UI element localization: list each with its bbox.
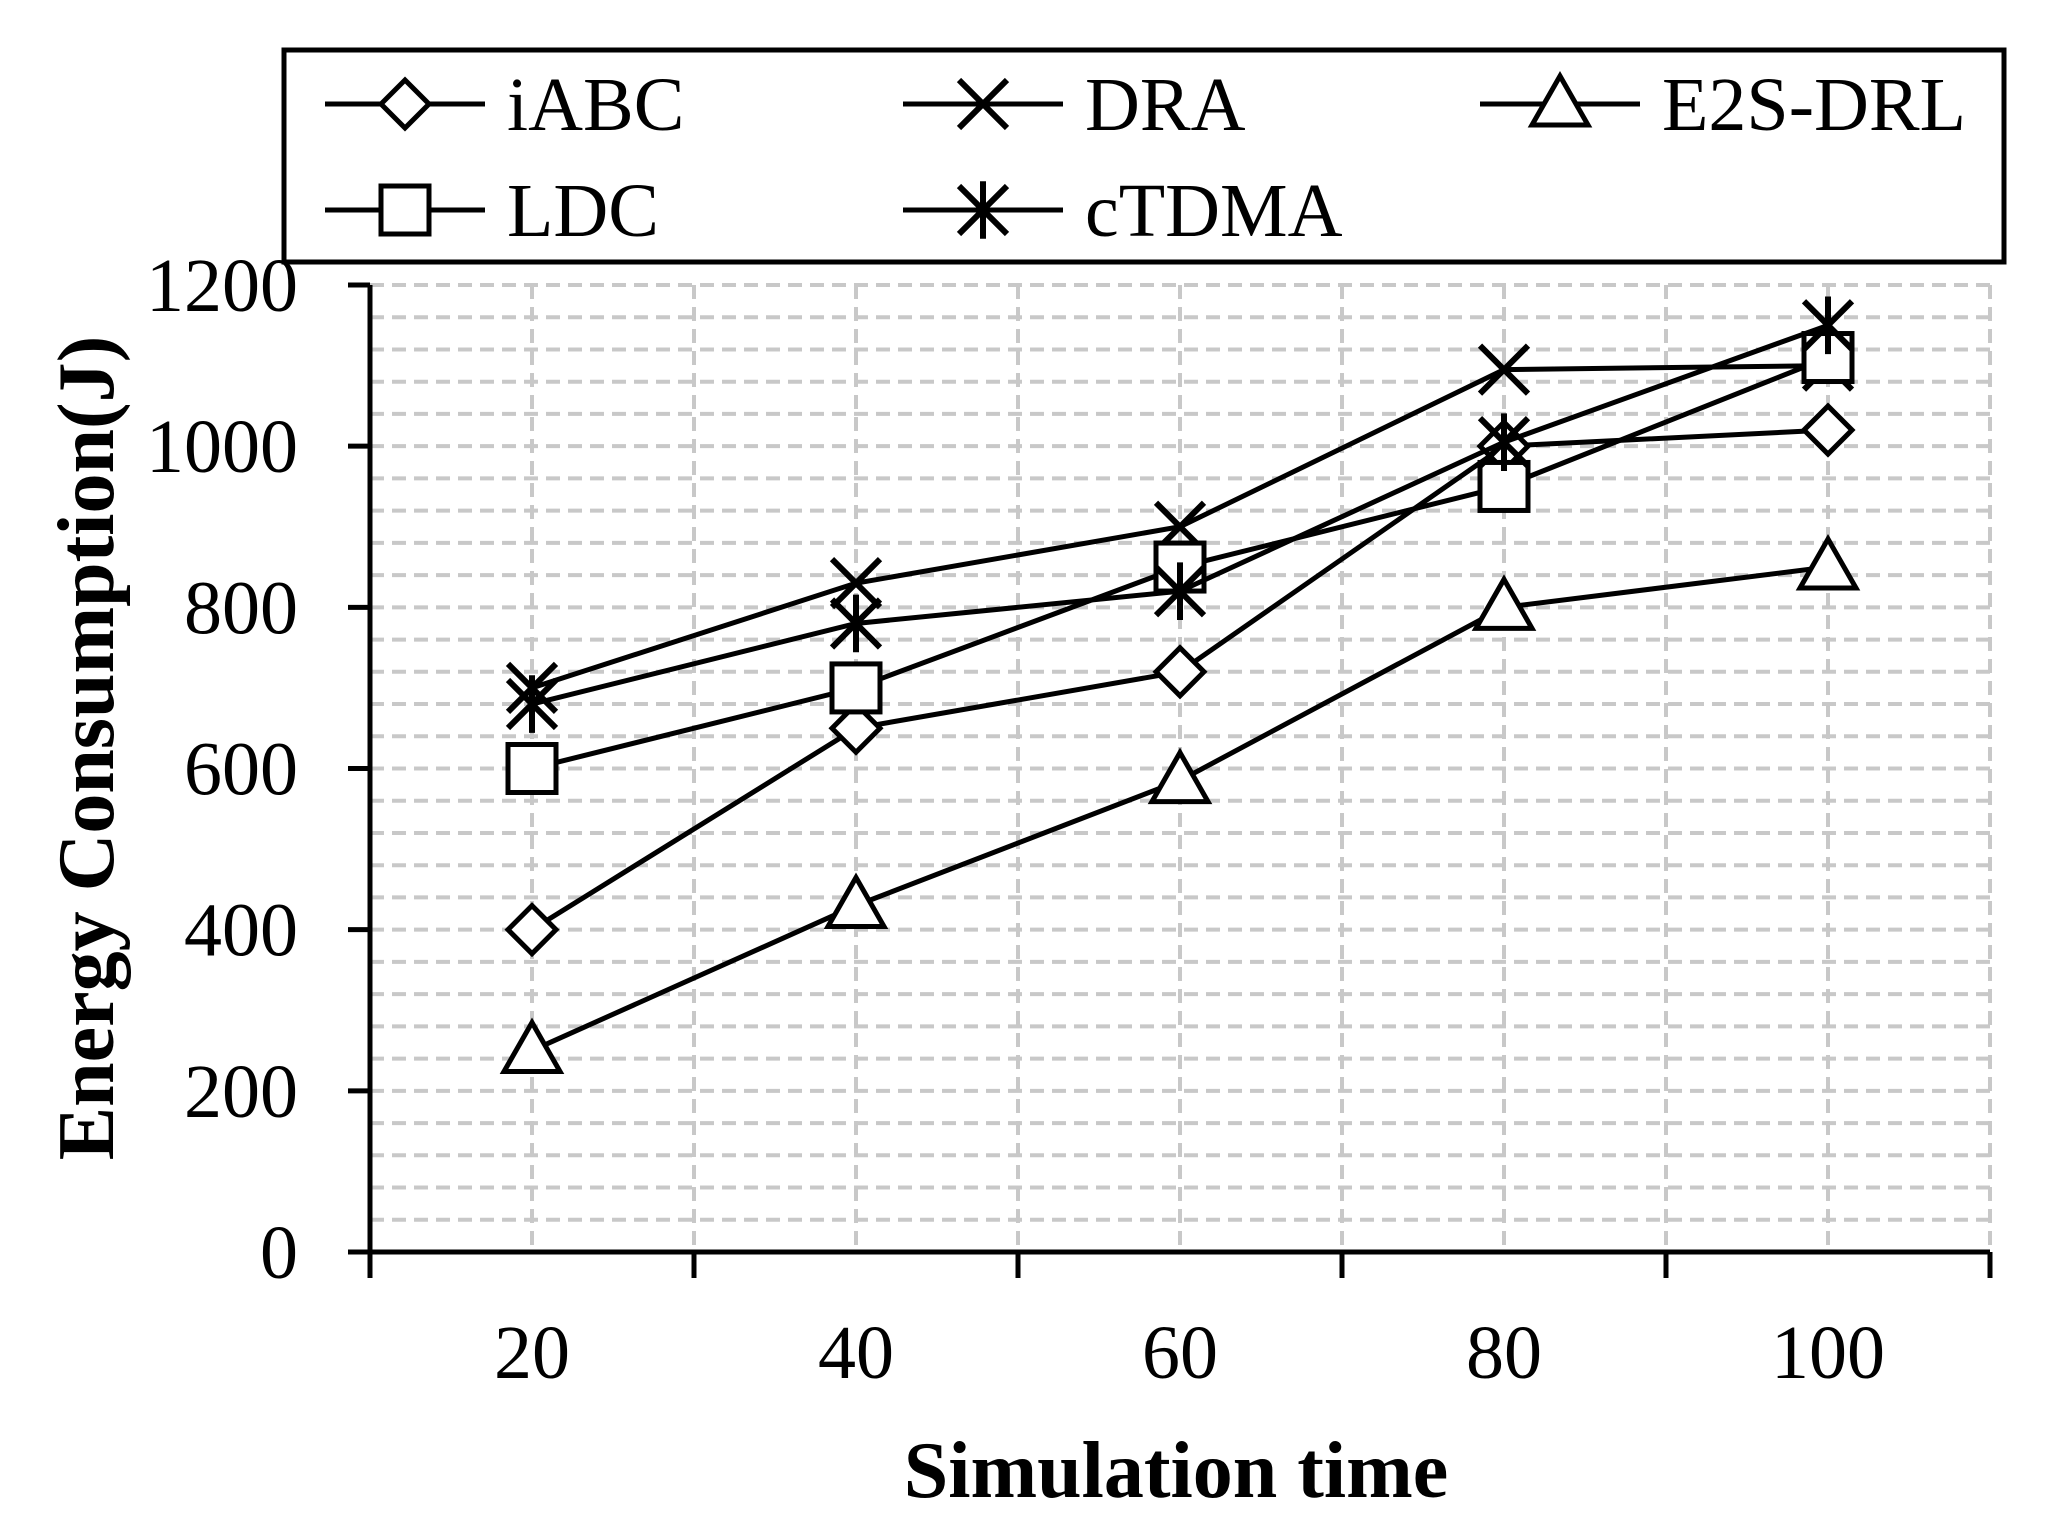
y-tick-label: 200 bbox=[184, 1050, 298, 1134]
data-point-e2s-drl bbox=[499, 1017, 565, 1075]
legend-box bbox=[281, 47, 2007, 265]
square-marker-shape bbox=[378, 183, 432, 237]
triangle-marker-shape bbox=[1527, 70, 1593, 128]
y-tick-label: 800 bbox=[184, 566, 298, 650]
y-tick-label: 1000 bbox=[146, 405, 298, 489]
legend-label-e2s-drl: E2S-DRL bbox=[1662, 63, 1966, 147]
grid bbox=[370, 283, 1992, 1252]
axes: 0 200 400 600 800 1000 1200 20 40 60 80 100 bbox=[146, 244, 1993, 1395]
data-point-ldc bbox=[829, 661, 883, 715]
data-point-dra bbox=[829, 557, 883, 610]
x-marker-stroke bbox=[1477, 343, 1531, 396]
series-dra bbox=[505, 339, 1855, 715]
square-marker-shape bbox=[505, 742, 559, 795]
legend-item-dra: DRA bbox=[903, 63, 1246, 147]
data-point-iabc bbox=[1152, 644, 1208, 700]
series-lines bbox=[499, 296, 1861, 1075]
x-tick-label: 40 bbox=[818, 1311, 894, 1395]
x-tick-label: 100 bbox=[1771, 1311, 1885, 1395]
diamond-marker-shape bbox=[1800, 402, 1856, 458]
x-tick-label: 80 bbox=[1466, 1311, 1542, 1395]
y-tick-label: 600 bbox=[184, 728, 298, 812]
square-marker-shape bbox=[829, 661, 883, 715]
legend-item-e2s-drl: E2S-DRL bbox=[1480, 63, 1966, 147]
series-ctdma bbox=[505, 296, 1855, 733]
legend-item-ldc: LDC bbox=[325, 169, 659, 253]
data-point-ctdma bbox=[1153, 562, 1207, 621]
legend-marker-e2s-drl bbox=[1527, 70, 1593, 128]
data-point-e2s-drl bbox=[1147, 747, 1213, 805]
diamond-marker-shape bbox=[377, 76, 433, 132]
legend-label-ctdma: cTDMA bbox=[1085, 169, 1343, 253]
triangle-marker-shape bbox=[499, 1017, 565, 1075]
data-point-iabc bbox=[828, 700, 884, 756]
diamond-marker-shape bbox=[828, 700, 884, 756]
series-e2s-drl bbox=[499, 534, 1861, 1075]
data-point-e2s-drl bbox=[1471, 574, 1537, 631]
legend-item-ctdma: cTDMA bbox=[903, 169, 1343, 253]
data-point-ctdma bbox=[505, 675, 559, 733]
x-tick-label: 20 bbox=[494, 1311, 570, 1395]
x-tick-label: 60 bbox=[1142, 1311, 1218, 1395]
legend-item-iabc: iABC bbox=[325, 63, 684, 147]
legend-marker-ldc bbox=[378, 183, 432, 237]
triangle-marker-shape bbox=[1795, 534, 1861, 591]
data-point-dra bbox=[1477, 343, 1531, 396]
data-point-e2s-drl bbox=[823, 872, 889, 929]
legend: iABC DRA E2S-DRL LDC cTDMA bbox=[281, 47, 2007, 265]
triangle-marker-shape bbox=[823, 872, 889, 929]
legend-marker-iabc bbox=[377, 76, 433, 132]
triangle-marker-shape bbox=[1471, 574, 1537, 631]
x-marker-stroke bbox=[956, 77, 1010, 131]
x-marker-stroke bbox=[829, 557, 883, 610]
y-tick-label: 400 bbox=[184, 889, 298, 973]
data-point-ldc bbox=[505, 742, 559, 795]
legend-marker-ctdma bbox=[956, 181, 1010, 239]
legend-label-ldc: LDC bbox=[507, 169, 659, 253]
y-axis-title: Energy Consumption(J) bbox=[43, 336, 131, 1161]
diamond-marker-shape bbox=[504, 902, 560, 958]
legend-label-iabc: iABC bbox=[507, 63, 684, 147]
data-point-e2s-drl bbox=[1795, 534, 1861, 591]
legend-marker-dra bbox=[956, 77, 1010, 131]
data-point-ctdma bbox=[829, 594, 883, 653]
data-point-ctdma bbox=[1477, 413, 1531, 471]
y-tick-label: 1200 bbox=[146, 244, 298, 328]
data-point-iabc bbox=[1800, 402, 1856, 458]
data-point-ctdma bbox=[1801, 296, 1855, 355]
x-axis-title: Simulation time bbox=[904, 1427, 1448, 1515]
diamond-marker-shape bbox=[1152, 644, 1208, 700]
y-tick-label: 0 bbox=[260, 1211, 298, 1295]
triangle-marker-shape bbox=[1147, 747, 1213, 805]
legend-label-dra: DRA bbox=[1085, 63, 1246, 147]
data-point-iabc bbox=[504, 902, 560, 958]
